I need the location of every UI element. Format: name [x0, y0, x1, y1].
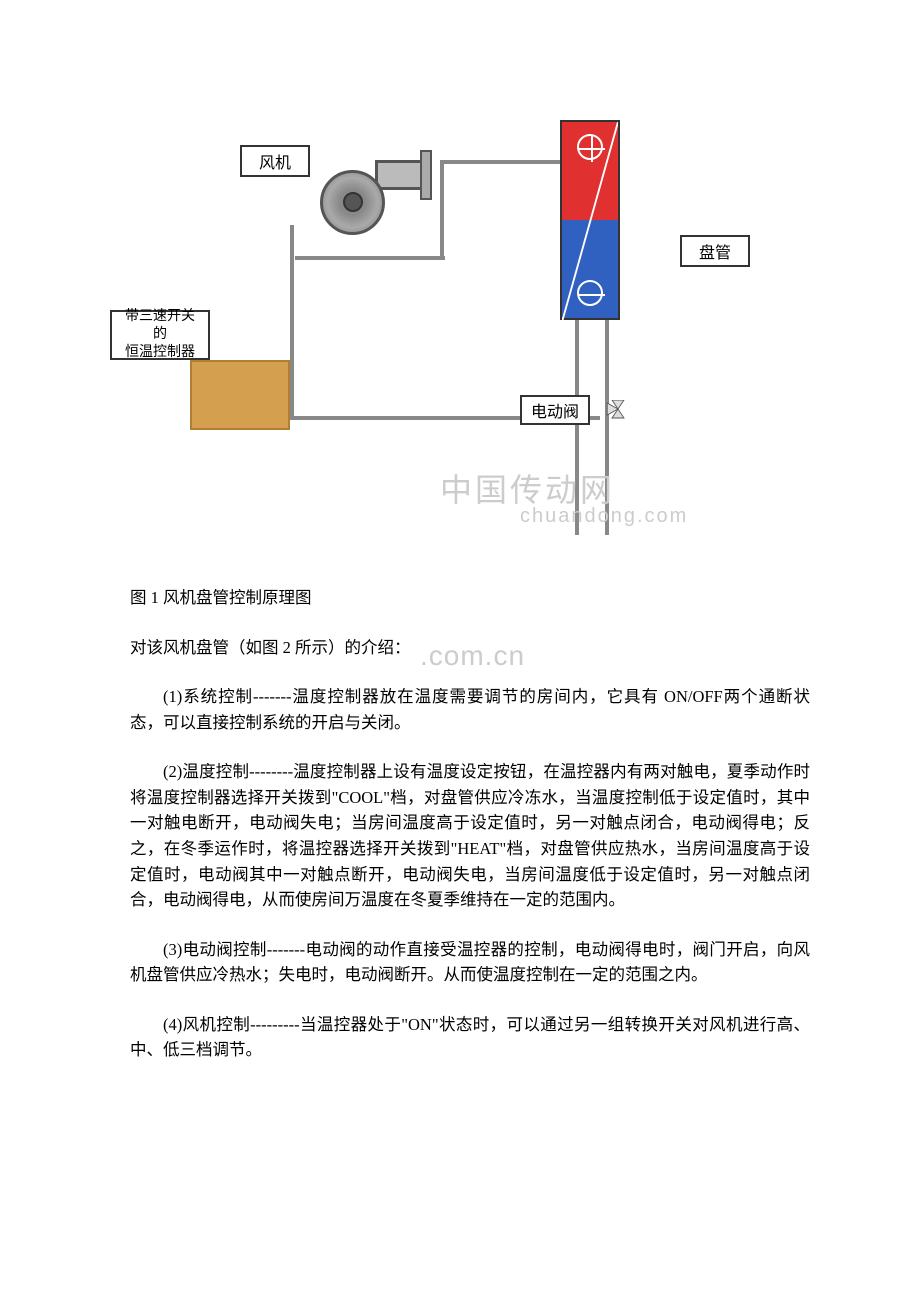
thermostat-label: 带三速开关的 恒温控制器 — [110, 310, 210, 360]
content-area: 图 1 风机盘管控制原理图 对该风机盘管（如图 2 所示）的介绍： (1)系统控… — [130, 585, 810, 1087]
paragraph-2: (2)温度控制--------温度控制器上设有温度设定按钮，在温控器内有两对触电… — [130, 759, 810, 912]
paragraph-1: (1)系统控制-------温度控制器放在温度需要调节的房间内，它具有 ON/O… — [130, 684, 810, 735]
valve-icon — [600, 400, 630, 460]
paragraph-3: (3)电动阀控制-------电动阀的动作直接受温控器的控制，电动阀得电时，阀门… — [130, 937, 810, 988]
pipe — [295, 256, 445, 260]
fan-icon — [305, 150, 425, 250]
controller-icon — [190, 360, 290, 430]
intro-text: 对该风机盘管（如图 2 所示）的介绍： — [130, 635, 810, 661]
pipe — [440, 160, 560, 164]
coil-icon — [560, 120, 620, 320]
paragraph-4: (4)风机控制---------当温控器处于"ON"状态时，可以通过另一组转换开… — [130, 1012, 810, 1063]
figure-caption: 图 1 风机盘管控制原理图 — [130, 585, 810, 611]
coil-label: 盘管 — [680, 235, 750, 267]
watermark-text: 中国传动网 — [440, 465, 615, 511]
fan-label: 风机 — [240, 145, 310, 177]
pipe — [290, 225, 294, 420]
valve-label: 电动阀 — [520, 395, 590, 425]
pipe — [440, 160, 444, 260]
pipe — [575, 320, 579, 535]
diagram-area: 风机 盘管 电动阀 带三速开关的 恒温控制器 中国传动网 chuandong.c… — [110, 120, 810, 540]
